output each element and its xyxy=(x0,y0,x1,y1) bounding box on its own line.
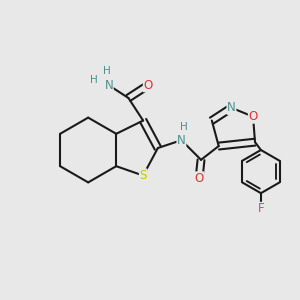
Text: N: N xyxy=(227,101,236,114)
Text: H: H xyxy=(103,67,111,76)
Text: O: O xyxy=(248,110,258,123)
Text: O: O xyxy=(194,172,204,185)
Text: O: O xyxy=(143,79,153,92)
Text: N: N xyxy=(177,134,186,147)
Text: S: S xyxy=(140,169,147,182)
Text: H: H xyxy=(90,75,98,85)
Text: F: F xyxy=(258,202,264,215)
Text: N: N xyxy=(104,79,113,92)
Text: H: H xyxy=(181,122,188,132)
